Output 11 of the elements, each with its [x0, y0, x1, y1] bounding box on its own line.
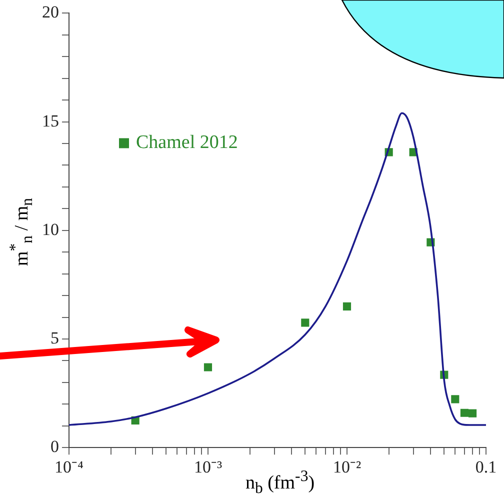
legend-label: Chamel 2012 [136, 132, 238, 154]
x-tick-label: 10⁻² [332, 457, 362, 476]
x-tick-label: 0.1 [475, 457, 497, 476]
y-tick-label: 10 [42, 220, 59, 239]
y-tick-label: 5 [50, 328, 59, 348]
y-tick-label: 0 [50, 437, 59, 456]
x-tick-label: 10⁻³ [194, 457, 222, 476]
y-tick-label: 15 [42, 111, 59, 130]
x-tick-label: 10⁻⁴ [54, 457, 84, 476]
y-tick-label: 20 [42, 2, 59, 22]
x-axis-title: n$_{b}$ (fm$^{-3}$) [245, 468, 315, 498]
